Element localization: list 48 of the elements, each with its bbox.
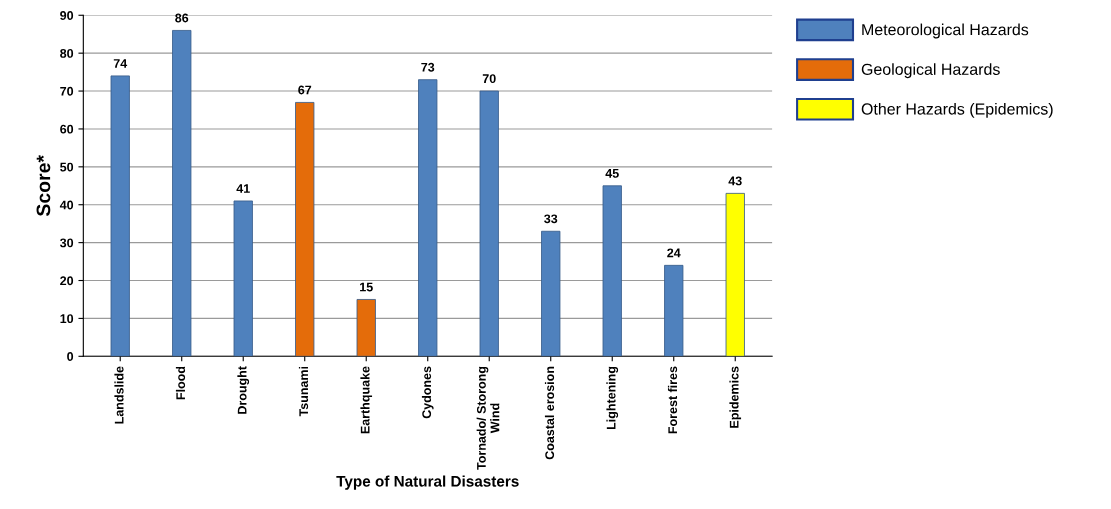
bar <box>602 185 622 357</box>
bar <box>110 75 130 357</box>
data-label: 41 <box>236 184 250 193</box>
y-tick-label: 50 <box>60 162 74 172</box>
data-label: 33 <box>544 214 558 224</box>
y-tick-label: 80 <box>60 48 74 58</box>
bar <box>172 30 192 357</box>
data-label: 74 <box>113 59 128 68</box>
x-tick-label: Tornado/ Storong Wind <box>476 366 500 470</box>
data-label: 70 <box>482 74 496 84</box>
x-tick-label: Forest fires <box>667 366 678 434</box>
x-axis-title: Type of Natural Disasters <box>336 475 519 490</box>
x-tick-label: Lightening <box>606 366 619 430</box>
legend-label: Geological Hazards <box>861 63 1000 79</box>
x-tick-label: Tsunami <box>298 366 309 417</box>
data-label: 73 <box>421 62 435 72</box>
x-tick-label: Drought <box>237 366 250 414</box>
bar <box>418 79 438 357</box>
bar <box>664 264 684 357</box>
y-tick-label: 30 <box>59 238 74 248</box>
data-label: 86 <box>175 13 189 23</box>
data-label: 15 <box>360 282 373 292</box>
x-tick-label: Epidemics <box>729 366 742 428</box>
bar <box>725 192 745 357</box>
x-tick-label: Flood <box>175 366 186 400</box>
data-label: 24 <box>667 248 681 258</box>
x-tick-label: Cydones <box>421 366 434 419</box>
legend-label: Other Hazards (Epidemics) <box>861 102 1053 118</box>
x-tick-label: Landslide <box>114 366 124 424</box>
x-tick-label: Earthquake <box>360 366 373 434</box>
data-label: 67 <box>298 85 312 95</box>
y-tick-label: 10 <box>60 314 74 324</box>
bar <box>541 230 561 357</box>
y-tick-label: 0 <box>67 352 74 361</box>
data-label: 43 <box>728 176 742 186</box>
x-tick-label: Coastal erosion <box>544 366 555 460</box>
legend-label: Meteorological Hazards <box>862 23 1029 39</box>
data-label: 45 <box>605 169 619 178</box>
y-tick-label: 90 <box>60 11 74 20</box>
y-tick-label: 40 <box>59 200 74 210</box>
bar <box>356 299 376 357</box>
y-tick-label: 70 <box>60 86 74 96</box>
y-axis-title: Score* <box>36 155 51 217</box>
bar <box>233 200 253 357</box>
y-tick-label: 20 <box>60 276 74 286</box>
bar <box>295 102 315 357</box>
bar <box>479 90 499 357</box>
y-tick-label: 60 <box>60 124 74 134</box>
